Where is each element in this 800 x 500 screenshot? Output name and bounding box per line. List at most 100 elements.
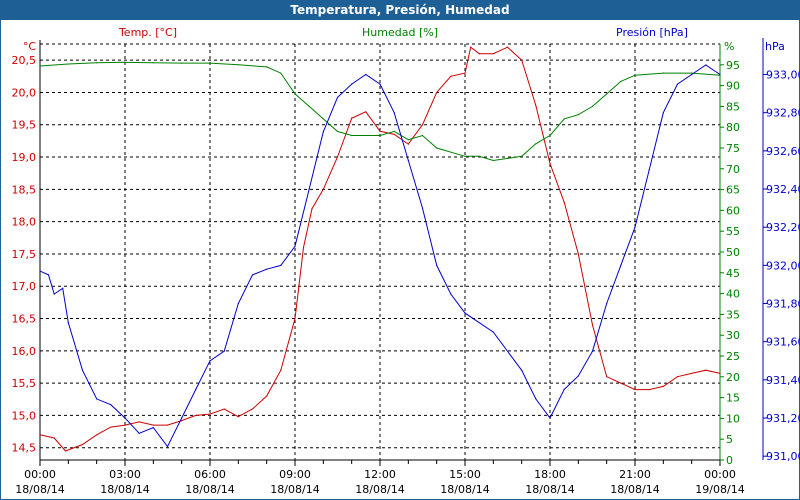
data-point-pres: [152, 426, 154, 429]
data-point-temp: [336, 156, 339, 158]
data-point-hum: [563, 118, 565, 120]
data-point-temp: [691, 372, 693, 375]
hum-tick-label: 10: [726, 412, 740, 425]
data-point-pres: [322, 131, 324, 133]
data-point-pres: [393, 112, 395, 114]
data-point-pres: [464, 312, 466, 314]
data-point-hum: [294, 93, 296, 95]
data-point-temp: [266, 395, 268, 397]
series-line-hum: [39, 61, 721, 162]
hum-tick-label: 25: [726, 350, 740, 363]
temp-tick-label: 19,5: [12, 119, 37, 132]
temp-tick-label: 18,5: [12, 183, 37, 196]
x-tick-time: 12:00: [364, 468, 396, 481]
hum-tick-label: 40: [726, 288, 740, 301]
hum-tick-label: 75: [726, 142, 740, 155]
data-point-pres: [110, 404, 112, 406]
data-point-pres: [294, 245, 296, 247]
data-point-pres: [676, 83, 679, 85]
data-point-temp: [195, 414, 197, 417]
data-point-temp: [294, 317, 296, 320]
x-tick-time: 09:00: [279, 468, 311, 481]
pres-tick-label: 931,40: [766, 374, 800, 387]
data-point-temp: [393, 133, 395, 136]
data-point-temp: [577, 253, 579, 255]
data-point-hum: [152, 62, 154, 64]
hum-tick-label: 60: [726, 204, 740, 217]
temp-tick-label: 20,0: [12, 86, 37, 99]
temp-tick-label: 18,0: [12, 216, 37, 229]
hum-tick-label: 55: [726, 225, 740, 238]
data-point-hum: [606, 93, 608, 95]
data-point-pres: [705, 64, 707, 66]
temp-tick-label: 15,5: [12, 377, 37, 390]
data-point-hum: [322, 118, 324, 120]
data-point-temp: [379, 130, 381, 132]
data-point-temp: [237, 416, 239, 418]
data-point-temp: [280, 369, 282, 371]
x-tick-date: 18/08/14: [15, 483, 64, 496]
temp-tick-label: 16,5: [12, 313, 37, 326]
data-point-hum: [591, 105, 594, 107]
data-point-hum: [549, 134, 551, 137]
data-point-temp: [166, 424, 169, 426]
hum-tick-label: 85: [726, 100, 740, 113]
data-point-pres: [521, 369, 523, 371]
data-point-hum: [266, 66, 268, 68]
data-point-hum: [67, 63, 69, 65]
data-point-temp: [620, 382, 622, 384]
pres-tick-label: 931,60: [766, 336, 800, 349]
data-point-hum: [521, 155, 523, 157]
hum-unit-label: %: [724, 40, 734, 53]
data-point-temp: [64, 450, 67, 452]
temp-tick-label: 16,0: [12, 345, 37, 358]
data-point-pres: [81, 369, 84, 371]
data-point-hum: [436, 147, 438, 149]
data-point-hum: [181, 62, 183, 64]
data-point-hum: [691, 72, 693, 74]
data-point-pres: [166, 446, 169, 448]
pres-tick-label: 932,40: [766, 183, 800, 196]
data-point-temp: [436, 91, 438, 94]
data-point-pres: [365, 73, 367, 76]
hum-tick-label: 0: [726, 454, 733, 467]
data-point-pres: [591, 350, 594, 352]
data-point-pres: [223, 350, 225, 352]
data-point-temp: [450, 75, 452, 77]
x-tick-time: 00:00: [704, 468, 736, 481]
data-point-temp: [676, 376, 679, 378]
x-tick-date: 18/08/14: [270, 483, 319, 496]
hum-tick-label: 65: [726, 184, 740, 197]
temp-tick-label: 17,5: [12, 248, 37, 261]
data-point-temp: [39, 434, 41, 436]
temp-tick-label: 17,0: [12, 280, 37, 293]
pres-tick-label: 932,60: [766, 145, 800, 158]
data-point-temp: [138, 421, 140, 423]
data-point-temp: [662, 385, 664, 387]
data-point-pres: [563, 388, 565, 390]
data-point-hum: [393, 130, 395, 132]
data-point-pres: [407, 159, 409, 162]
data-point-temp: [53, 437, 55, 439]
data-point-pres: [53, 293, 55, 295]
data-point-pres: [195, 388, 197, 390]
pres-axis-title: Presión [hPa]: [616, 26, 688, 39]
data-point-temp: [535, 104, 537, 106]
data-point-temp: [606, 376, 608, 378]
data-point-pres: [47, 274, 50, 276]
data-point-hum: [634, 74, 636, 76]
data-point-temp: [492, 53, 494, 55]
data-point-temp: [470, 46, 472, 48]
data-point-pres: [62, 287, 64, 289]
data-point-pres: [662, 112, 664, 114]
x-tick-date: 18/08/14: [355, 483, 404, 496]
hum-tick-label: 35: [726, 308, 740, 321]
data-point-hum: [478, 155, 480, 157]
data-point-temp: [549, 162, 551, 165]
data-point-hum: [421, 134, 424, 137]
data-point-temp: [124, 424, 126, 426]
data-point-temp: [181, 419, 183, 422]
data-point-hum: [280, 72, 282, 74]
temp-unit-label: °C: [23, 40, 37, 53]
x-tick-date: 18/08/14: [525, 483, 574, 496]
